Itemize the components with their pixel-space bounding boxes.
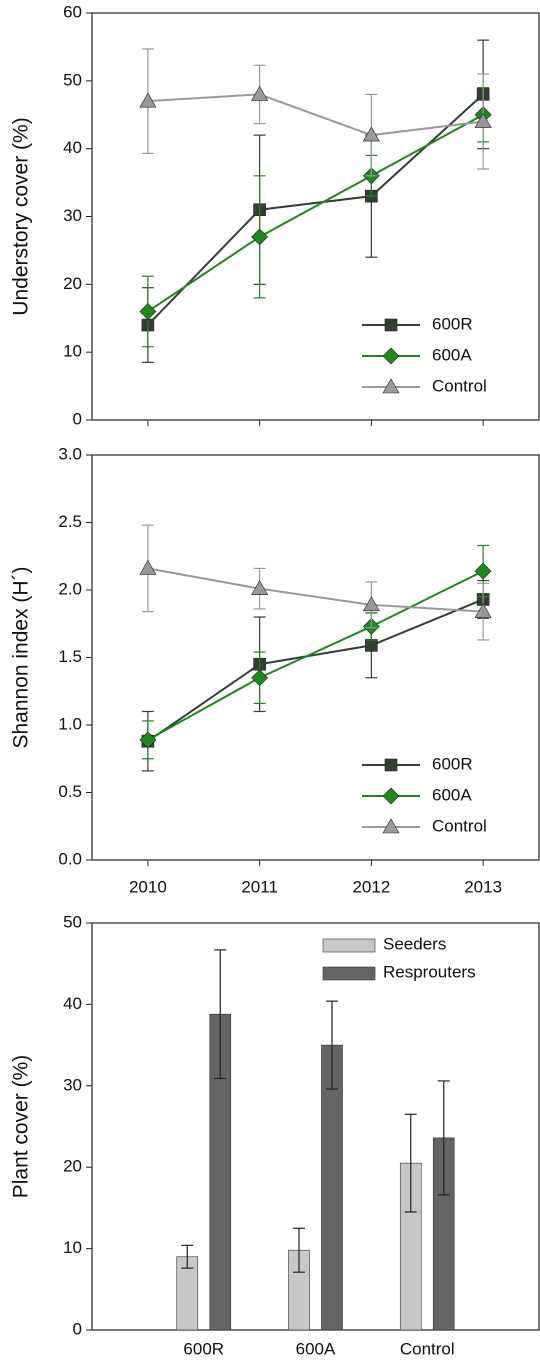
series-line [147, 567, 484, 613]
x-tick-label: Control [400, 1339, 455, 1358]
marker [251, 580, 269, 595]
legend-label: 600R [432, 754, 473, 773]
x-tick-label: 600A [296, 1339, 336, 1358]
marker [251, 85, 269, 101]
y-tick-label: 40 [63, 994, 82, 1013]
legend-label: Control [432, 816, 487, 835]
marker [139, 303, 157, 320]
y-tick-label: 0 [73, 409, 82, 428]
y-tick-label: 0 [73, 1319, 82, 1338]
plot-frame [91, 454, 540, 861]
y-tick-label: 60 [63, 2, 82, 21]
marker [251, 669, 269, 687]
legend-label: 600A [432, 785, 472, 804]
marker [382, 347, 400, 365]
y-tick-label: 50 [63, 70, 82, 89]
plot-frame [91, 922, 540, 1331]
x-tick-label: 2012 [352, 877, 390, 896]
marker [362, 596, 380, 612]
y-tick-label: 10 [63, 1238, 82, 1257]
y-tick-label: 50 [63, 912, 82, 931]
x-tick-label: 600R [183, 1339, 224, 1358]
y-tick-label: 1.5 [58, 647, 82, 666]
plot-frame [91, 12, 540, 421]
y-tick-label: 20 [63, 274, 82, 293]
x-tick-label: 2011 [241, 877, 278, 896]
marker [382, 787, 400, 805]
series-line [147, 93, 484, 137]
marker [365, 639, 378, 652]
legend-swatch [322, 938, 376, 953]
marker [362, 126, 380, 142]
marker [139, 559, 157, 575]
marker [139, 731, 157, 749]
legend-swatch [322, 966, 376, 981]
series-line [147, 93, 484, 326]
marker [251, 228, 269, 246]
y-tick-label: 20 [63, 1157, 82, 1176]
series-line [147, 598, 484, 743]
y-tick-label: 2.0 [58, 579, 82, 598]
y-tick-label: 0.0 [58, 849, 82, 868]
legend-label: 600A [432, 345, 472, 364]
y-tick-label: 0.5 [58, 782, 82, 801]
series-line [147, 570, 484, 741]
y-tick-label: 2.5 [58, 512, 82, 531]
x-tick-label: 2010 [129, 877, 167, 896]
marker [382, 818, 400, 834]
y-axis-label: Understory cover (%) [10, 117, 33, 315]
legend-label: 600R [432, 314, 473, 333]
marker [474, 602, 492, 618]
y-tick-label: 3.0 [58, 444, 82, 463]
y-axis-label: Shannon index (H´) [10, 566, 33, 748]
y-tick-label: 1.0 [58, 714, 82, 733]
y-tick-label: 40 [63, 138, 82, 157]
marker [474, 112, 492, 128]
marker [139, 92, 157, 108]
marker [384, 758, 398, 772]
series-line [147, 113, 484, 313]
y-tick-label: 30 [63, 1075, 82, 1094]
marker [382, 378, 400, 394]
marker [474, 562, 492, 580]
y-tick-label: 30 [63, 206, 82, 225]
y-axis-label: Plant cover (%) [10, 1055, 33, 1199]
y-tick-label: 10 [63, 342, 82, 361]
legend-label: Resprouters [383, 962, 476, 981]
legend-label: Seeders [383, 934, 446, 953]
marker [384, 318, 398, 332]
legend-label: Control [432, 376, 487, 395]
x-tick-label: 2013 [464, 877, 502, 896]
